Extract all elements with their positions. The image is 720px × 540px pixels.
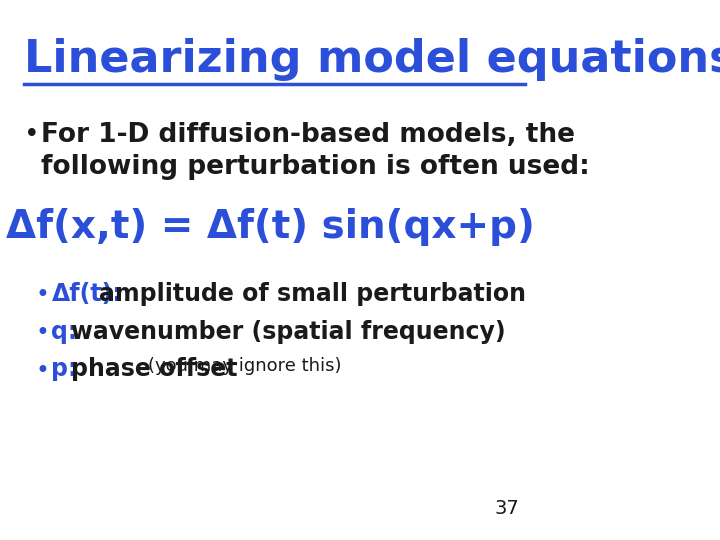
Text: •: •	[24, 122, 40, 147]
Text: phase offset: phase offset	[71, 357, 238, 381]
Text: (you may ignore this): (you may ignore this)	[148, 357, 341, 375]
Text: •: •	[35, 284, 49, 307]
Text: Linearizing model equations: Linearizing model equations	[24, 38, 720, 81]
Text: Δf(x,t) = Δf(t) sin(qx+p): Δf(x,t) = Δf(t) sin(qx+p)	[6, 208, 535, 246]
Text: For 1-D diffusion-based models, the: For 1-D diffusion-based models, the	[40, 122, 575, 147]
Text: following perturbation is often used:: following perturbation is often used:	[40, 154, 590, 180]
Text: •: •	[35, 359, 49, 383]
Text: Δf(t):: Δf(t):	[51, 282, 122, 306]
Text: q:: q:	[51, 320, 78, 343]
Text: 37: 37	[495, 500, 520, 518]
Text: wavenumber (spatial frequency): wavenumber (spatial frequency)	[71, 320, 506, 343]
Text: amplitude of small perturbation: amplitude of small perturbation	[99, 282, 526, 306]
Text: •: •	[35, 321, 49, 345]
Text: p:: p:	[51, 357, 78, 381]
